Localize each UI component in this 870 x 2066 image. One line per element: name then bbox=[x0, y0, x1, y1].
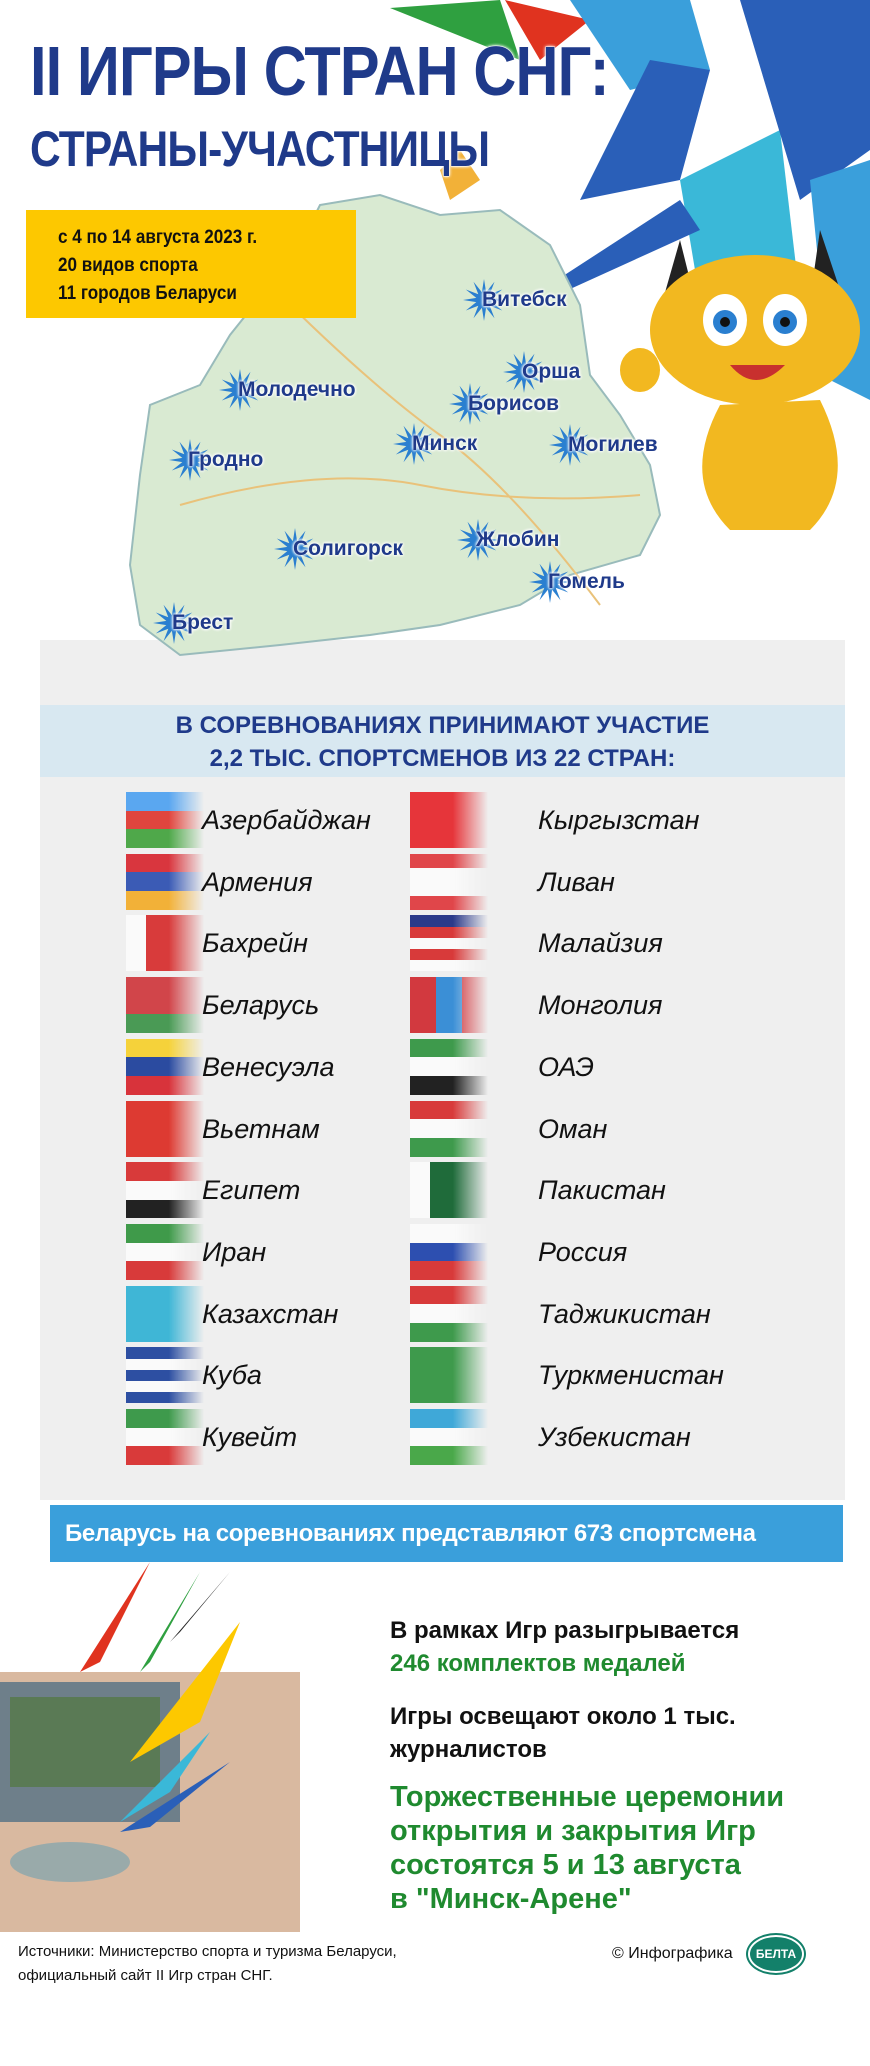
flag-icon bbox=[126, 1347, 204, 1404]
country-name: Кыргызстан bbox=[538, 805, 700, 835]
ceremony-line: в "Минск-Арене" bbox=[390, 1883, 632, 1915]
city-marker-icon bbox=[153, 602, 195, 644]
flag-icon bbox=[126, 853, 204, 910]
flag-icon bbox=[410, 1038, 488, 1095]
medals-fact: В рамках Игр разыгрывается 246 комплекто… bbox=[390, 1614, 739, 1680]
sports-text: 20 видов спорта bbox=[58, 255, 198, 276]
country-name: Бахрейн bbox=[202, 928, 308, 959]
dates-text: с 4 по 14 августа 2023 г. bbox=[58, 227, 258, 248]
city-label: Борисов bbox=[468, 392, 560, 415]
city-label: Гродно bbox=[188, 448, 264, 471]
country-name: Россия bbox=[538, 1236, 628, 1267]
city-marker-icon bbox=[503, 351, 545, 393]
country-name: Монголия bbox=[538, 990, 663, 1021]
city-marker-icon bbox=[219, 369, 261, 411]
medals-line1: В рамках Игр разыгрывается bbox=[390, 1617, 740, 1644]
ceremony-line: Торжественные церемонии bbox=[390, 1781, 785, 1813]
flag-icon bbox=[410, 1409, 488, 1466]
country-name: Узбекистан bbox=[538, 1422, 691, 1452]
city-label: Брест bbox=[172, 611, 234, 634]
city-label: Солигорск bbox=[293, 537, 404, 560]
flag-icon bbox=[410, 977, 488, 1034]
flag-icon bbox=[410, 853, 488, 910]
flag-icon bbox=[410, 1162, 488, 1219]
city-marker-icon bbox=[449, 383, 491, 425]
lynx-mascot bbox=[620, 230, 860, 530]
flag-icon bbox=[126, 1162, 204, 1219]
flag-icon bbox=[410, 1347, 488, 1404]
participants-heading-line1: В СОРЕВНОВАНИЯХ ПРИНИМАЮТ УЧАСТИЕ bbox=[175, 712, 710, 739]
city-label: Жлобин bbox=[476, 528, 560, 551]
press-fact: Игры освещают около 1 тыс. журналистов bbox=[390, 1700, 736, 1766]
country-name: Венесуэла bbox=[202, 1051, 335, 1082]
minsk-arena-photo bbox=[0, 1562, 300, 1932]
country-name: Пакистан bbox=[538, 1175, 666, 1206]
copyright: © Инфографика bbox=[612, 1945, 733, 1962]
city-label: Гомель bbox=[548, 570, 625, 593]
country-name: Иран bbox=[202, 1236, 267, 1267]
belarus-athletes-banner: Беларусь на соревнованиях представляют 6… bbox=[50, 1505, 843, 1562]
cities-text: 11 городов Беларуси bbox=[58, 283, 237, 304]
country-name: Кувейт bbox=[202, 1422, 298, 1452]
ceremony-fact: Торжественные церемонии открытия и закры… bbox=[390, 1780, 784, 1916]
city-marker-icon bbox=[549, 424, 591, 466]
country-name: Куба bbox=[202, 1360, 262, 1391]
press-line1: Игры освещают около 1 тыс. bbox=[390, 1703, 736, 1730]
medals-line2: 246 комплектов медалей bbox=[390, 1650, 686, 1677]
country-name: Казахстан bbox=[202, 1298, 339, 1329]
participants-heading: В СОРЕВНОВАНИЯХ ПРИНИМАЮТ УЧАСТИЕ 2,2 ТЫ… bbox=[40, 705, 845, 777]
press-line2: журналистов bbox=[390, 1736, 547, 1763]
city-marker-icon bbox=[457, 519, 499, 561]
country-name: Беларусь bbox=[202, 990, 320, 1021]
flag-icon bbox=[126, 1409, 204, 1466]
belta-logo: БЕЛТА bbox=[746, 1933, 806, 1975]
country-name: Ливан bbox=[538, 866, 615, 897]
flag-icon bbox=[126, 792, 204, 849]
city-label: Молодечно bbox=[238, 378, 356, 401]
country-name: Азербайджан bbox=[202, 805, 371, 835]
city-marker-icon bbox=[463, 279, 505, 321]
page-subtitle: СТРАНЫ-УЧАСТНИЦЫ bbox=[30, 121, 491, 177]
city-label: Могилев bbox=[568, 433, 658, 456]
city-label: Минск bbox=[412, 432, 478, 455]
country-name: Египет bbox=[202, 1175, 301, 1206]
flag-icon bbox=[126, 1100, 204, 1157]
country-name: ОАЭ bbox=[538, 1051, 594, 1082]
sources: Источники: Министерство спорта и туризма… bbox=[18, 1940, 397, 1988]
flag-icon bbox=[410, 792, 488, 848]
city-label: Витебск bbox=[482, 288, 567, 311]
city-marker-icon bbox=[393, 423, 435, 465]
info-box: с 4 по 14 августа 2023 г. 20 видов спорт… bbox=[26, 210, 356, 318]
country-name: Оман bbox=[538, 1113, 608, 1144]
city-marker-icon bbox=[274, 528, 316, 570]
sources-line2: официальный сайт II Игр стран СНГ. bbox=[18, 1967, 273, 1984]
ceremony-line: открытия и закрытия Игр bbox=[390, 1815, 756, 1847]
city-marker-icon bbox=[169, 439, 211, 481]
flag-icon bbox=[126, 1285, 204, 1342]
flag-icon bbox=[126, 977, 204, 1034]
flag-icon bbox=[126, 1223, 204, 1280]
country-name: Таджикистан bbox=[538, 1298, 711, 1329]
flag-icon bbox=[410, 1100, 488, 1157]
country-name: Туркменистан bbox=[538, 1360, 724, 1391]
flag-icon bbox=[126, 1038, 204, 1095]
country-name: Малайзия bbox=[538, 928, 663, 959]
page-title: II ИГРЫ СТРАН СНГ: bbox=[30, 32, 610, 110]
participants-heading-line2: 2,2 ТЫС. СПОРТСМЕНОВ ИЗ 22 СТРАН: bbox=[209, 745, 676, 772]
flag-icon bbox=[410, 1285, 488, 1342]
city-marker-icon bbox=[529, 561, 571, 603]
flag-icon bbox=[410, 1223, 488, 1280]
country-name: Армения bbox=[202, 866, 313, 897]
flag-icon bbox=[410, 915, 488, 972]
ceremony-line: состоятся 5 и 13 августа bbox=[390, 1849, 741, 1881]
country-name: Вьетнам bbox=[202, 1113, 320, 1144]
sources-line1: Источники: Министерство спорта и туризма… bbox=[18, 1943, 397, 1960]
city-label: Орша bbox=[522, 360, 581, 383]
flag-icon bbox=[126, 915, 204, 972]
